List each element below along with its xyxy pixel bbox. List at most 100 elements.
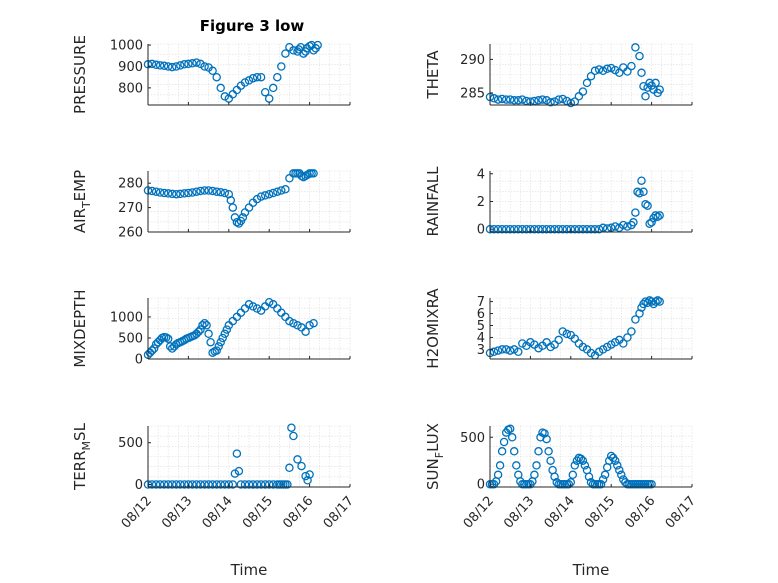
data-point: [617, 470, 626, 480]
y-tick-label: 1000: [110, 39, 143, 54]
data-point: [578, 342, 588, 352]
data-point: [192, 187, 201, 196]
data-point: [534, 96, 543, 105]
data-point: [228, 203, 238, 212]
data-point: [216, 337, 225, 347]
data-point: [204, 329, 213, 339]
figure-title: Figure 3 low: [200, 17, 305, 35]
data-point: [509, 447, 519, 456]
data-point: [204, 186, 213, 195]
data-point: [501, 95, 511, 104]
data-point: [268, 188, 278, 198]
data-point: [293, 455, 302, 464]
data-point: [163, 480, 173, 489]
data-point: [264, 480, 274, 489]
data-point: [305, 321, 314, 330]
data-point: [594, 224, 604, 234]
data-point: [546, 456, 555, 465]
data-point: [260, 191, 270, 200]
data-point: [542, 96, 551, 105]
data-point: [497, 224, 507, 234]
data-point: [180, 60, 189, 69]
data-point: [501, 224, 511, 234]
data-point: [232, 217, 242, 227]
y-tick-label: 7: [477, 295, 485, 310]
data-point: [554, 335, 563, 345]
data-point: [615, 68, 624, 78]
x-tick-label: 08/16: [622, 494, 658, 532]
data-point: [631, 43, 640, 52]
data-point: [184, 188, 193, 198]
data-markers: [485, 43, 664, 108]
data-point: [161, 333, 171, 342]
data-point: [200, 480, 209, 489]
data-point: [188, 59, 197, 68]
data-point: [637, 68, 646, 78]
data-point: [256, 72, 266, 82]
data-point: [518, 339, 527, 348]
data-point: [277, 62, 286, 71]
x-tick-label: 08/14: [542, 494, 578, 532]
data-point: [509, 345, 519, 354]
data-point: [514, 347, 523, 357]
data-point: [155, 188, 165, 197]
data-point: [584, 472, 594, 481]
data-point: [564, 479, 574, 489]
data-point: [507, 433, 517, 442]
data-point: [518, 95, 527, 104]
data-point: [497, 345, 507, 354]
data-point: [623, 67, 632, 76]
data-point: [248, 480, 258, 489]
data-point: [216, 187, 225, 197]
data-point: [639, 187, 648, 197]
x-tick-label: 08/13: [501, 494, 537, 532]
data-point: [172, 62, 181, 71]
data-point: [289, 431, 298, 441]
data-point: [613, 461, 622, 470]
data-point: [285, 316, 294, 326]
data-point: [546, 98, 555, 107]
data-point: [151, 187, 161, 196]
y-axis-label: H2OMIXRA: [424, 288, 442, 369]
data-point: [289, 318, 298, 328]
y-tick-label: 500: [118, 331, 143, 346]
data-point: [643, 298, 652, 308]
data-point: [598, 223, 608, 233]
data-point: [309, 169, 318, 178]
data-point: [309, 318, 318, 328]
data-point: [264, 189, 274, 199]
data-point: [180, 189, 189, 198]
data-point: [244, 300, 254, 309]
data-markers: [485, 296, 664, 360]
subplot-pressure: 800 900 1000 PRESSURE: [71, 35, 351, 114]
data-point: [514, 224, 523, 234]
data-point: [260, 87, 270, 97]
data-point: [232, 449, 242, 458]
data-point: [184, 480, 193, 489]
data-point: [252, 480, 262, 489]
data-point: [163, 62, 173, 71]
grid-lines: [147, 425, 351, 488]
y-tick-label: 0: [477, 223, 485, 238]
data-point: [576, 454, 586, 464]
data-point: [153, 337, 163, 347]
x-axis-label: Time: [572, 561, 610, 579]
data-point: [600, 470, 610, 480]
data-point: [216, 480, 225, 489]
data-point: [550, 224, 559, 234]
data-point: [212, 72, 221, 82]
subplot-air_temp: 260 270 280 AIRTEMP: [71, 169, 351, 241]
data-point: [532, 461, 541, 470]
data-point: [309, 46, 318, 55]
data-point: [230, 213, 240, 222]
subplot-sun_flux: 0 500 08/12 08/13 08/14 08/15 08/16 08/17 Time SU…: [424, 423, 699, 579]
data-point: [655, 85, 664, 94]
data-point: [629, 218, 638, 227]
data-point: [651, 211, 660, 220]
x-tick-label: 08/17: [321, 494, 357, 532]
x-tick-label: 08/17: [663, 494, 699, 532]
data-point: [281, 312, 290, 322]
data-point: [497, 94, 507, 104]
data-point: [637, 176, 646, 185]
